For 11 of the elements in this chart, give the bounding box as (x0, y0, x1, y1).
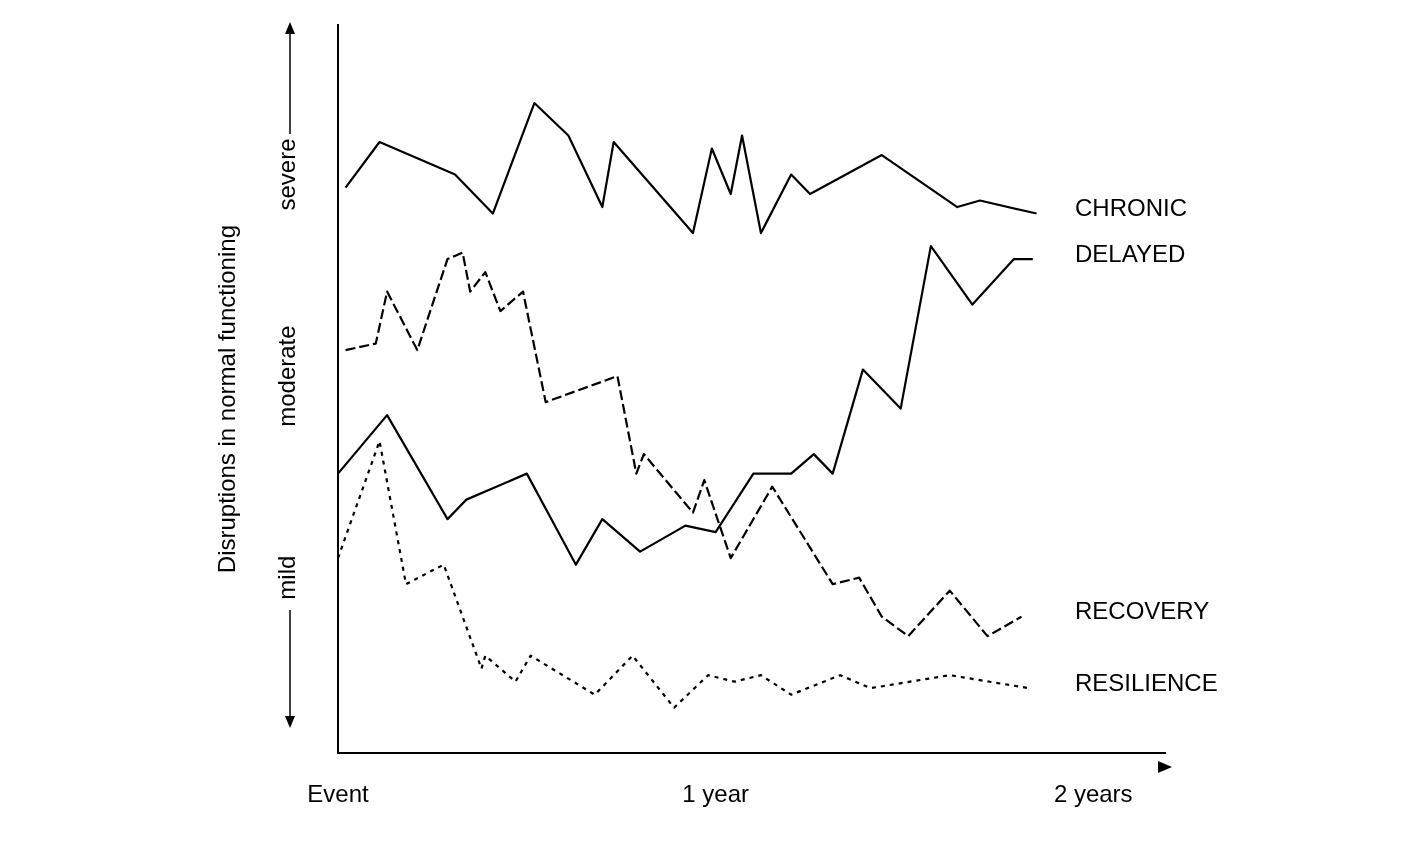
text: RECOVERY (1075, 597, 1210, 625)
x-tick-label: 1 year (682, 780, 749, 808)
x-tick-label: Event (307, 780, 370, 808)
text: severe (272, 138, 300, 211)
text: mild (272, 555, 300, 600)
x-tick-label: 2 years (1053, 780, 1133, 808)
y-axis-title: Disruptions in normal functioning (212, 225, 240, 574)
series-label: RESILIENCE (1075, 668, 1218, 696)
series-label: DELAYED (1075, 239, 1186, 267)
series-label: CHRONIC (1075, 194, 1187, 222)
text: moderate (272, 325, 300, 427)
